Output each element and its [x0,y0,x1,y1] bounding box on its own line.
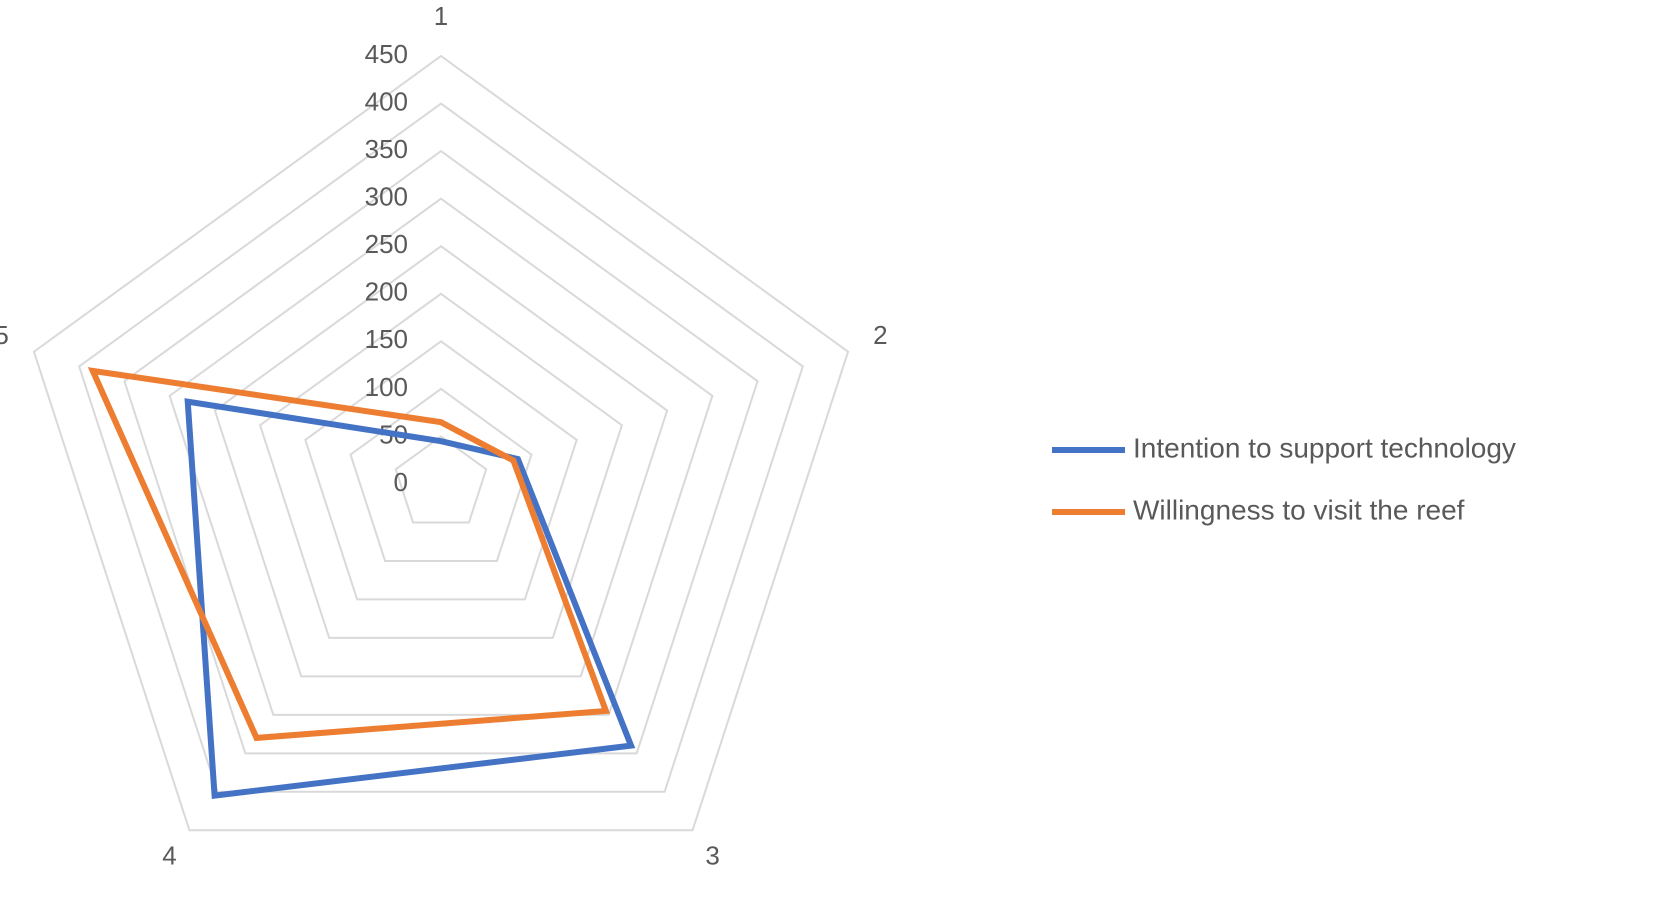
grid-ring [349,387,533,562]
grid-ring [32,54,850,832]
legend-label: Intention to support technology [1133,432,1516,463]
grid-ring [213,244,669,678]
r-tick-label: 400 [365,86,408,116]
category-label: 2 [873,320,887,350]
r-tick-label: 150 [365,324,408,354]
r-tick-label: 450 [365,39,408,69]
grid-ring [394,435,488,524]
grid-ring [78,102,804,793]
r-tick-label: 300 [365,182,408,212]
r-tick-label: 100 [365,372,408,402]
grid-ring [123,149,759,755]
r-tick-label: 350 [365,134,408,164]
r-tick-label: 200 [365,277,408,307]
category-label: 1 [434,1,448,31]
grid-ring [168,197,714,716]
grid-ring [258,292,624,639]
category-label: 5 [0,320,9,350]
category-label: 4 [162,841,176,871]
series-line [87,367,611,742]
legend-label: Willingness to visit the reef [1133,494,1465,525]
category-label: 3 [705,841,719,871]
r-tick-label: 0 [394,467,408,497]
r-tick-label: 250 [365,229,408,259]
